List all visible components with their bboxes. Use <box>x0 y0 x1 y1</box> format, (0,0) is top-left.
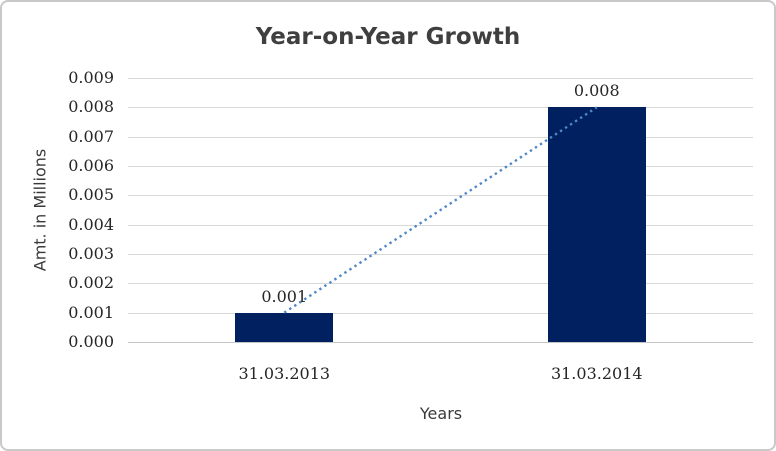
gridline <box>128 107 753 109</box>
x-category-label: 31.03.2014 <box>550 364 643 383</box>
y-tick-label: 0.003 <box>68 244 114 263</box>
plot-area: 0.001 0.008 <box>128 78 753 343</box>
gridline <box>128 136 753 138</box>
gridline <box>128 254 753 255</box>
x-axis-line <box>128 342 753 343</box>
gridline <box>128 166 753 167</box>
gridline <box>128 195 753 197</box>
y-tick-label: 0.008 <box>68 97 114 117</box>
y-tick-label: 0.001 <box>68 302 114 322</box>
gridline <box>128 78 753 79</box>
y-tick-label: 0.000 <box>68 332 114 351</box>
x-category-label: 31.03.2013 <box>238 364 331 383</box>
bar-data-label: 0.001 <box>261 286 308 306</box>
x-axis-title: Years <box>419 404 463 423</box>
bar-data-label: 0.008 <box>573 81 620 101</box>
y-tick-label: 0.006 <box>68 156 114 175</box>
y-tick-label: 0.007 <box>68 126 114 146</box>
y-tick-label: 0.005 <box>68 185 114 205</box>
y-tick-label: 0.004 <box>68 214 114 234</box>
chart-title: Year-on-Year Growth <box>255 24 521 50</box>
gridline <box>128 283 753 285</box>
gridline <box>128 224 753 226</box>
y-tick-label: 0.009 <box>68 68 114 87</box>
trendline <box>283 106 598 314</box>
bar <box>235 312 334 342</box>
bar <box>547 107 646 342</box>
trendline-layer <box>283 106 598 314</box>
gridline <box>128 312 753 314</box>
y-tick-label: 0.002 <box>68 273 114 293</box>
